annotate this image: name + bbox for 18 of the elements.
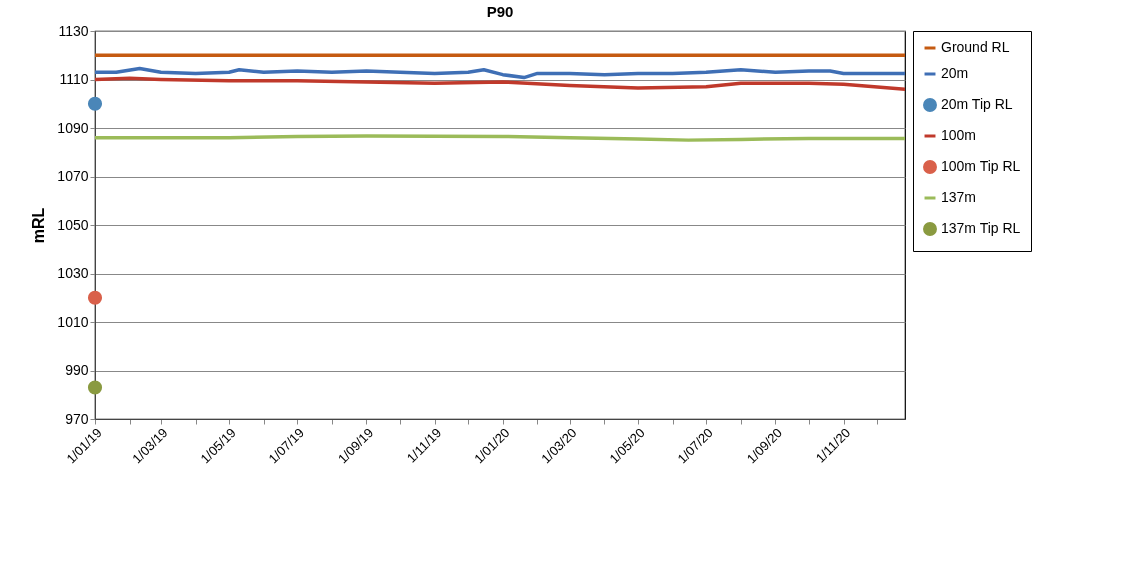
y-tick-label: 990 [65, 362, 89, 378]
y-tick-label: 970 [65, 410, 89, 427]
chart-title: P90 [486, 3, 514, 20]
y-tick-label: 1090 [57, 119, 89, 136]
legend-label: 100m [941, 127, 977, 143]
legend-label: 137m Tip RL [941, 220, 1021, 236]
y-tick-label: 1130 [58, 22, 89, 39]
legend-label: 137m [941, 189, 977, 205]
legend-label: 100m Tip RL [941, 158, 1021, 174]
y-tick-label: 1070 [57, 168, 89, 184]
y-tick-label: 1050 [57, 216, 89, 233]
y-tick-label: 1030 [57, 265, 89, 281]
y-axis-title: mRL [30, 207, 48, 244]
legend-label: Ground RL [941, 39, 1010, 55]
y-tick-label: 1110 [59, 71, 89, 87]
legend-label: 20m Tip RL [941, 96, 1013, 112]
legend-label: 20m [941, 65, 969, 81]
y-tick-label: 1010 [57, 313, 89, 330]
